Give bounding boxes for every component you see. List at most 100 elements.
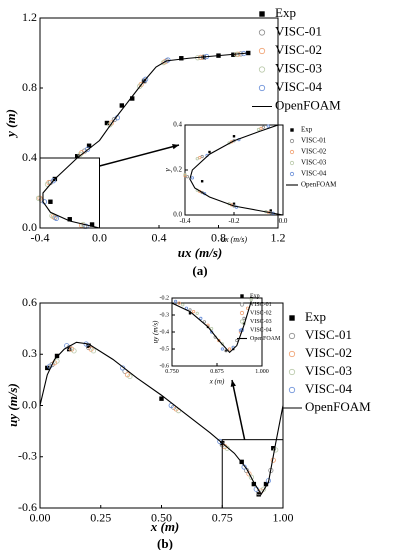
sim-point xyxy=(266,124,270,128)
legend-label: VISC-03 xyxy=(250,319,272,325)
exp-point xyxy=(232,202,236,205)
x-tick-label: -0.4 xyxy=(179,217,191,225)
exp-point xyxy=(263,481,269,487)
y-tick-label: 0.4 xyxy=(22,150,37,164)
legend-marker xyxy=(290,128,294,132)
y-axis-label: uy (m/s) xyxy=(152,320,160,343)
sim-point xyxy=(259,126,263,130)
y-tick-label: 0.0 xyxy=(173,211,182,219)
line xyxy=(171,301,252,354)
sim-point xyxy=(220,347,224,351)
sim-point xyxy=(35,195,42,201)
sim-point xyxy=(242,316,246,320)
x-tick-label: 0.50 xyxy=(151,511,172,525)
sim-point xyxy=(44,181,51,187)
legend-marker xyxy=(289,138,295,144)
legend-marker xyxy=(288,332,296,340)
sim-point xyxy=(202,320,206,324)
exp-point xyxy=(269,209,272,212)
x-tick-label: 0.0 xyxy=(92,231,107,245)
legend-label: Exp xyxy=(301,126,313,134)
exp-point xyxy=(250,296,253,300)
x-tick-label: 0.875 xyxy=(210,369,224,375)
caption: (a) xyxy=(192,263,207,278)
legend-marker xyxy=(240,294,244,298)
sim-point xyxy=(49,213,55,219)
legend-label: OpenFOAM xyxy=(250,336,281,342)
exp-point xyxy=(224,349,228,352)
exp-point xyxy=(104,120,110,126)
sim-point xyxy=(50,178,56,184)
zoom-box xyxy=(39,157,100,229)
sim-point xyxy=(273,447,279,453)
legend-label: OpenFOAM xyxy=(305,399,371,414)
sim-point xyxy=(261,125,265,129)
legend-marker xyxy=(239,319,245,324)
legend-marker xyxy=(288,350,296,358)
legend-label: OpenFOAM xyxy=(301,181,337,189)
chart-2: 0.00 0.25 0.50 0.75 1.00 -0.6 -0.3 0.0 0.3 0.6 x (… xyxy=(5,295,371,550)
legend-label: VISC-04 xyxy=(275,79,322,94)
exp-point xyxy=(54,353,60,359)
chart-3: 0.750 0.875 1.000 -0.6 -0.5 -0.4 -0.3 -0.2 x (m)… xyxy=(152,293,281,385)
zoom-arrow xyxy=(231,379,246,440)
legend-label: VISC-04 xyxy=(301,170,327,178)
legend-marker xyxy=(258,66,266,73)
sim-point xyxy=(137,83,143,89)
x-tick-label: 1.00 xyxy=(273,511,294,525)
exp-point xyxy=(86,143,92,148)
exp-point xyxy=(159,396,164,401)
line xyxy=(39,341,284,496)
sim-point xyxy=(195,157,199,161)
sim-point xyxy=(235,338,239,343)
y-tick-label: 0.8 xyxy=(22,80,37,94)
x-tick-label: 0.00 xyxy=(30,511,51,525)
legend-marker xyxy=(289,171,295,177)
exp-point xyxy=(232,135,236,138)
legend-marker xyxy=(258,47,266,55)
sim-point xyxy=(54,358,60,364)
exp-point xyxy=(130,96,135,101)
x-tick-label: 1.000 xyxy=(255,369,269,375)
exp-point xyxy=(188,312,192,315)
sim-point xyxy=(107,122,113,128)
sim-point xyxy=(127,373,133,380)
legend-label: Exp xyxy=(250,293,260,299)
legend-label: VISC-03 xyxy=(301,159,327,167)
y-axis-label: uy (m/s) xyxy=(5,383,20,427)
exp-point xyxy=(119,103,125,108)
exp-point xyxy=(251,481,257,487)
sim-point xyxy=(177,301,181,305)
legend-marker xyxy=(288,386,296,394)
legend-marker xyxy=(258,29,266,36)
sim-point xyxy=(192,309,196,314)
y-tick-label: 0.6 xyxy=(22,295,37,309)
legend-marker xyxy=(288,368,296,376)
sim-point xyxy=(53,215,59,221)
legend-label: VISC-02 xyxy=(305,345,352,360)
sim-point xyxy=(256,127,261,132)
legend-label: VISC-01 xyxy=(275,23,322,38)
sim-point xyxy=(224,445,230,451)
legend-label: VISC-01 xyxy=(305,327,352,342)
legend-label: VISC-02 xyxy=(250,310,272,316)
x-tick-label: 0.8 xyxy=(211,231,226,245)
y-tick-label: -0.3 xyxy=(18,449,37,463)
chart-0: -0.4 0.0 0.4 0.8 1.20.00.40.81.2ux (m/s)y (m… xyxy=(3,5,341,278)
sim-point xyxy=(228,347,232,351)
x-tick-label: -0.2 xyxy=(228,217,240,225)
caption: (b) xyxy=(157,536,173,550)
sim-point xyxy=(174,299,178,303)
sim-point xyxy=(90,348,97,354)
legend-label: VISC-03 xyxy=(275,60,322,75)
zoom-arrow xyxy=(99,144,180,167)
y-tick-label: 0.0 xyxy=(22,397,37,411)
exp-point xyxy=(208,150,211,154)
sim-point xyxy=(181,303,185,307)
legend-label: VISC-01 xyxy=(250,302,272,308)
line xyxy=(189,124,284,216)
legend-marker xyxy=(258,84,266,92)
exp-point xyxy=(86,343,91,348)
sim-point xyxy=(199,316,203,320)
